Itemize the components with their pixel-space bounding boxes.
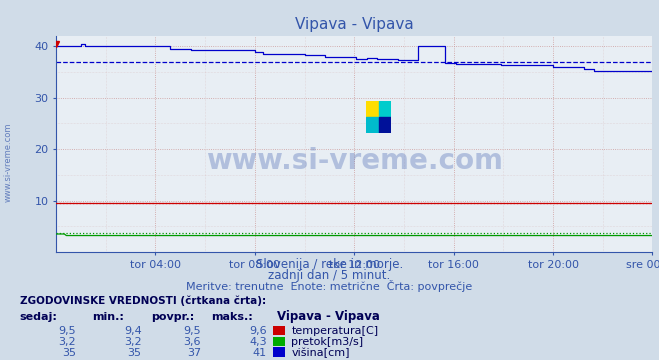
Text: povpr.:: povpr.: (152, 312, 195, 323)
Text: višina[cm]: višina[cm] (291, 347, 350, 358)
Text: pretok[m3/s]: pretok[m3/s] (291, 337, 363, 347)
Bar (379, 117, 391, 133)
Bar (379, 101, 391, 117)
Text: 35: 35 (128, 348, 142, 358)
Title: Vipava - Vipava: Vipava - Vipava (295, 17, 414, 32)
Text: 3,6: 3,6 (183, 337, 201, 347)
Bar (366, 101, 379, 117)
Text: sedaj:: sedaj: (20, 312, 57, 323)
Text: min.:: min.: (92, 312, 124, 323)
Text: Slovenija / reke in morje.: Slovenija / reke in morje. (256, 258, 403, 271)
Text: Vipava - Vipava: Vipava - Vipava (277, 310, 380, 323)
Text: www.si-vreme.com: www.si-vreme.com (206, 147, 503, 175)
Text: ZGODOVINSKE VREDNOSTI (črtkana črta):: ZGODOVINSKE VREDNOSTI (črtkana črta): (20, 296, 266, 306)
Text: 4,3: 4,3 (249, 337, 267, 347)
Text: 3,2: 3,2 (58, 337, 76, 347)
Text: Meritve: trenutne  Enote: metrične  Črta: povprečje: Meritve: trenutne Enote: metrične Črta: … (186, 280, 473, 292)
Text: 37: 37 (187, 348, 201, 358)
Text: 9,5: 9,5 (183, 326, 201, 336)
Text: 9,4: 9,4 (124, 326, 142, 336)
Text: 41: 41 (253, 348, 267, 358)
Text: zadnji dan / 5 minut.: zadnji dan / 5 minut. (268, 269, 391, 282)
Text: 3,2: 3,2 (124, 337, 142, 347)
Text: temperatura[C]: temperatura[C] (291, 326, 378, 336)
Text: 35: 35 (62, 348, 76, 358)
Text: www.si-vreme.com: www.si-vreme.com (3, 122, 13, 202)
Bar (366, 117, 379, 133)
Text: 9,5: 9,5 (58, 326, 76, 336)
Text: 9,6: 9,6 (249, 326, 267, 336)
Text: maks.:: maks.: (211, 312, 252, 323)
